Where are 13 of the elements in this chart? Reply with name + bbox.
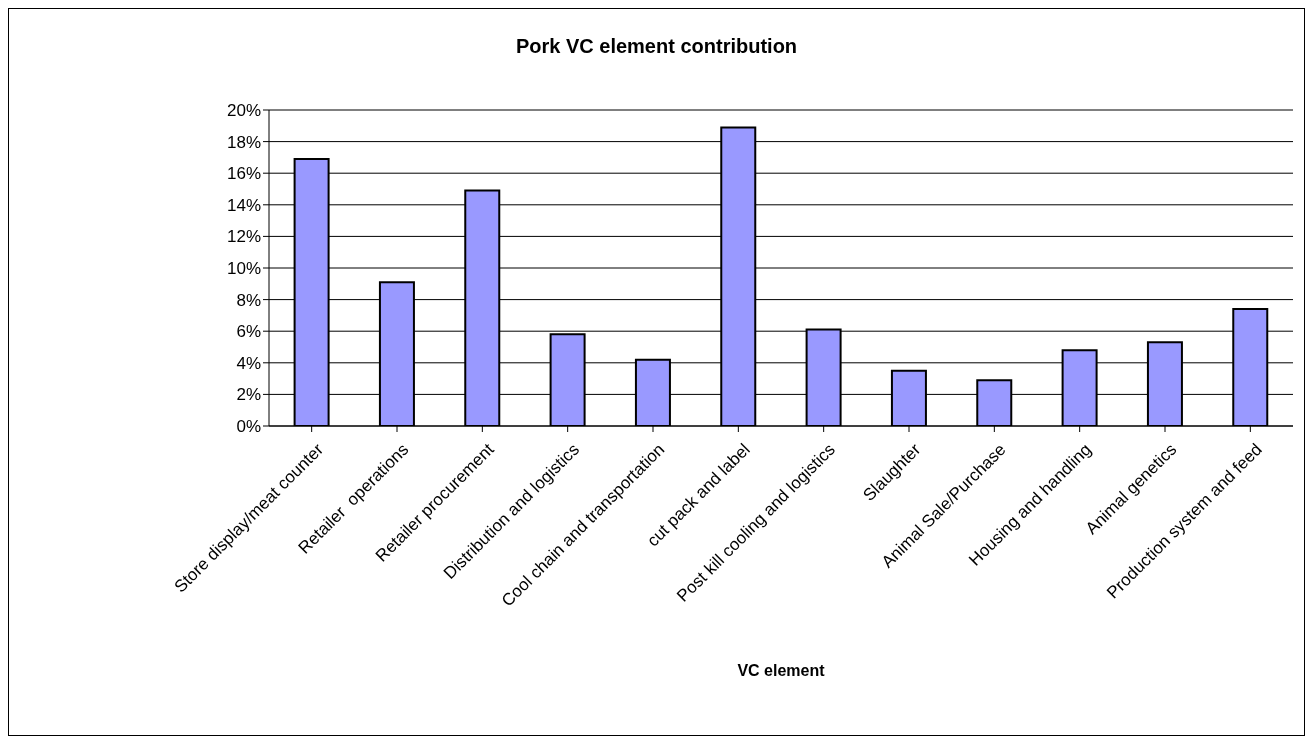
y-tick-label: 0% xyxy=(236,417,261,437)
y-tick-label: 20% xyxy=(226,101,261,121)
y-tick-label: 10% xyxy=(226,259,261,279)
y-tick-label: 4% xyxy=(236,353,261,373)
y-tick-label: 2% xyxy=(236,385,261,405)
y-tick-label: 18% xyxy=(226,132,261,152)
y-tick-label: 16% xyxy=(226,164,261,184)
y-tick-label: 12% xyxy=(226,227,261,247)
y-tick-label: 6% xyxy=(236,322,261,342)
y-tick-label: 14% xyxy=(226,195,261,215)
chart-title: Pork VC element contribution xyxy=(514,35,799,58)
x-axis-title: VC element xyxy=(737,662,826,679)
y-tick-label: 8% xyxy=(236,290,261,310)
